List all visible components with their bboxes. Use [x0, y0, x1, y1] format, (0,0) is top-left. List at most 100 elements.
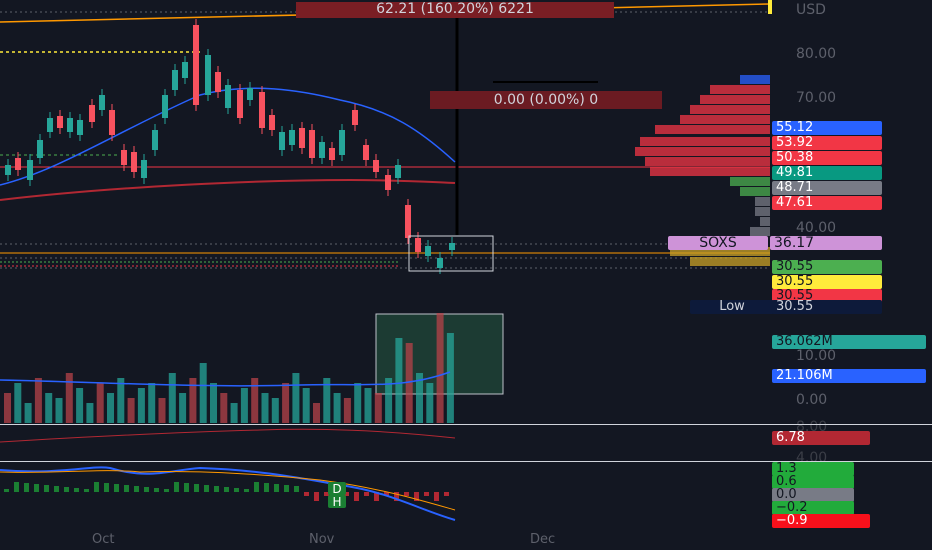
histogram-bar — [384, 492, 389, 496]
volume-profile-bar — [690, 257, 770, 266]
volume-bar — [4, 393, 11, 423]
histogram-bar — [184, 483, 189, 492]
volume-bar — [282, 383, 290, 423]
candle-body — [319, 142, 325, 158]
histogram-bar — [84, 489, 89, 492]
histogram-bar — [254, 482, 259, 492]
low-value-label: 30.55 — [772, 300, 882, 314]
histogram-bar — [344, 492, 349, 496]
candle-body — [193, 25, 199, 105]
candle-body — [449, 243, 455, 250]
histogram-bar — [64, 487, 69, 492]
volume-bar — [189, 378, 197, 423]
candle-body — [247, 88, 253, 100]
volume-bar — [313, 403, 320, 423]
histogram-bar — [294, 486, 299, 492]
price-tick-80: 80.00 — [796, 46, 837, 62]
candle-body — [205, 55, 211, 95]
histogram-bar — [274, 484, 279, 492]
histogram-bar — [374, 492, 379, 501]
volume-profile-bar — [690, 105, 770, 114]
histogram-bar — [224, 487, 229, 492]
price-badge-50-38: 50.38 — [772, 151, 882, 165]
volume-bar — [220, 393, 228, 423]
volume-bar — [354, 383, 362, 423]
measure-top-label: 62.21 (160.20%) 6221 — [296, 2, 614, 18]
candle-body — [182, 62, 188, 78]
volume-bar — [436, 313, 444, 423]
candle-body — [37, 140, 43, 158]
candle-body — [172, 70, 178, 90]
price-badge-53-92: 53.92 — [772, 136, 882, 150]
volume-bar — [416, 373, 423, 423]
volume-profile-bar — [740, 187, 770, 196]
histogram-bar — [164, 489, 169, 492]
pane-separator-2[interactable] — [0, 461, 932, 462]
volume-tick-0: 0.00 — [796, 392, 828, 408]
histogram-bar — [194, 484, 199, 492]
histogram-bar — [354, 492, 359, 501]
volume-bar — [323, 378, 331, 423]
volume-bar — [251, 378, 259, 423]
osc-badge-5: −0.9 — [772, 514, 870, 528]
low-badge-yellow: 30.55 — [772, 275, 882, 289]
volume-bar — [302, 388, 310, 423]
volume-bar — [117, 378, 125, 423]
candle-body — [131, 152, 137, 172]
candle-body — [352, 110, 358, 125]
volume-profile-bar — [750, 227, 770, 236]
volume-bar — [76, 388, 84, 423]
volume-bar — [137, 388, 145, 423]
volume-profile-bar — [710, 85, 770, 94]
volume-bar — [230, 403, 238, 423]
candle-body — [329, 148, 335, 160]
histogram-bar — [4, 489, 9, 492]
histogram-bar — [144, 487, 149, 492]
selection-box — [408, 235, 494, 272]
pane-separator-1[interactable] — [0, 424, 932, 425]
volume-profile-bar — [768, 0, 772, 14]
volume-bar — [127, 398, 135, 423]
candle-body — [152, 130, 158, 150]
volume-profile-bar — [670, 247, 770, 256]
histogram-bar — [154, 488, 159, 492]
volume-bar — [45, 393, 53, 423]
volume-bar — [34, 378, 42, 423]
candle-body — [339, 130, 345, 155]
volume-ma-badge: 21.106M — [772, 369, 926, 383]
candle-body — [67, 118, 73, 132]
histogram-bar — [174, 482, 179, 492]
candle-body — [77, 120, 83, 135]
volume-bar — [240, 388, 248, 423]
histogram-bar — [134, 486, 139, 492]
volume-profile-bar — [655, 125, 770, 134]
volume-bar — [86, 403, 94, 423]
price-badge-55-12: 55.12 — [772, 121, 882, 135]
volume-profile-bar — [650, 167, 770, 176]
volume-bar — [385, 378, 393, 423]
volume-profile-bar — [645, 157, 770, 166]
symbol-label: SOXS — [668, 236, 768, 250]
candle-body — [259, 92, 265, 128]
volume-profile-bar — [760, 217, 770, 226]
volume-bar — [374, 393, 382, 423]
volume-bar — [343, 398, 351, 423]
low-badge-green: 30.55 — [772, 260, 882, 274]
volume-bar — [24, 403, 32, 423]
candle-body — [269, 115, 275, 130]
candle-body — [215, 72, 221, 92]
x-tick-dec: Dec — [530, 532, 556, 547]
candle-body — [405, 205, 411, 238]
histogram-bar — [44, 485, 49, 492]
volume-bar — [179, 393, 187, 423]
histogram-bar — [434, 492, 439, 501]
histogram-bar — [414, 492, 419, 501]
histogram-bar — [104, 483, 109, 492]
candle-body — [27, 160, 33, 180]
volume-profile-bar — [700, 95, 770, 104]
histogram-bar — [314, 492, 319, 501]
histogram-bar — [94, 482, 99, 492]
candle-body — [109, 110, 115, 135]
candle-body — [225, 85, 231, 108]
